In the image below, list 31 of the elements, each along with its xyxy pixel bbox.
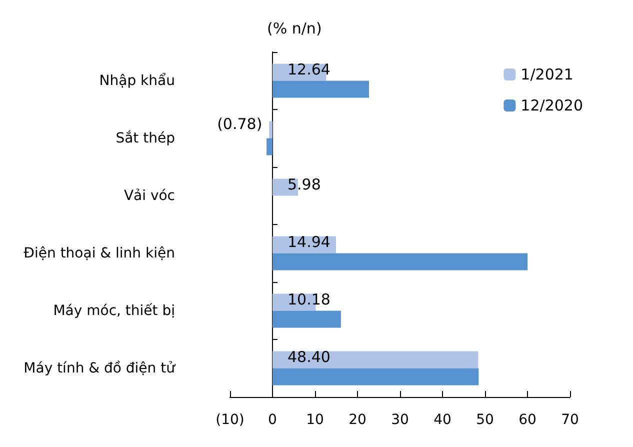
bar: [272, 310, 341, 328]
x-tick-label: 20: [348, 412, 366, 428]
legend-label: 1/2021: [520, 66, 574, 84]
x-tick-label: 40: [434, 412, 452, 428]
data-label: (0.78): [217, 114, 262, 133]
y-tick-label: Vải vóc: [124, 188, 175, 204]
bar: [272, 80, 369, 98]
x-axis-title: (% n/n): [267, 20, 322, 38]
x-tick-label: (10): [216, 412, 244, 428]
bar: [272, 253, 528, 270]
x-tick-label: 60: [518, 412, 536, 428]
y-tick-label: Máy tính & đồ điện tử: [24, 360, 176, 376]
data-label: 12.64: [288, 60, 330, 78]
y-tick-label: Nhập khẩu: [99, 72, 175, 89]
y-tick-label: Sắt thép: [116, 129, 176, 146]
legend-label: 12/2020: [520, 96, 584, 114]
data-label: 10.18: [288, 290, 330, 308]
bar: [272, 368, 479, 386]
data-label: 14.94: [288, 232, 330, 251]
bar: [272, 351, 478, 368]
bar: [269, 121, 272, 138]
data-label: 5.98: [288, 175, 321, 194]
y-tick-label: Điện thoại & linh kiện: [24, 245, 175, 262]
x-tick-label: 70: [561, 412, 579, 428]
x-tick-label: 0: [268, 412, 277, 428]
x-tick-label: 50: [476, 412, 494, 428]
x-tick-label: 30: [391, 412, 409, 428]
data-label: 48.40: [288, 348, 330, 366]
x-tick-label: 10: [306, 412, 324, 428]
bar: [266, 138, 272, 156]
y-tick-label: Máy móc, thiết bị: [53, 302, 175, 319]
